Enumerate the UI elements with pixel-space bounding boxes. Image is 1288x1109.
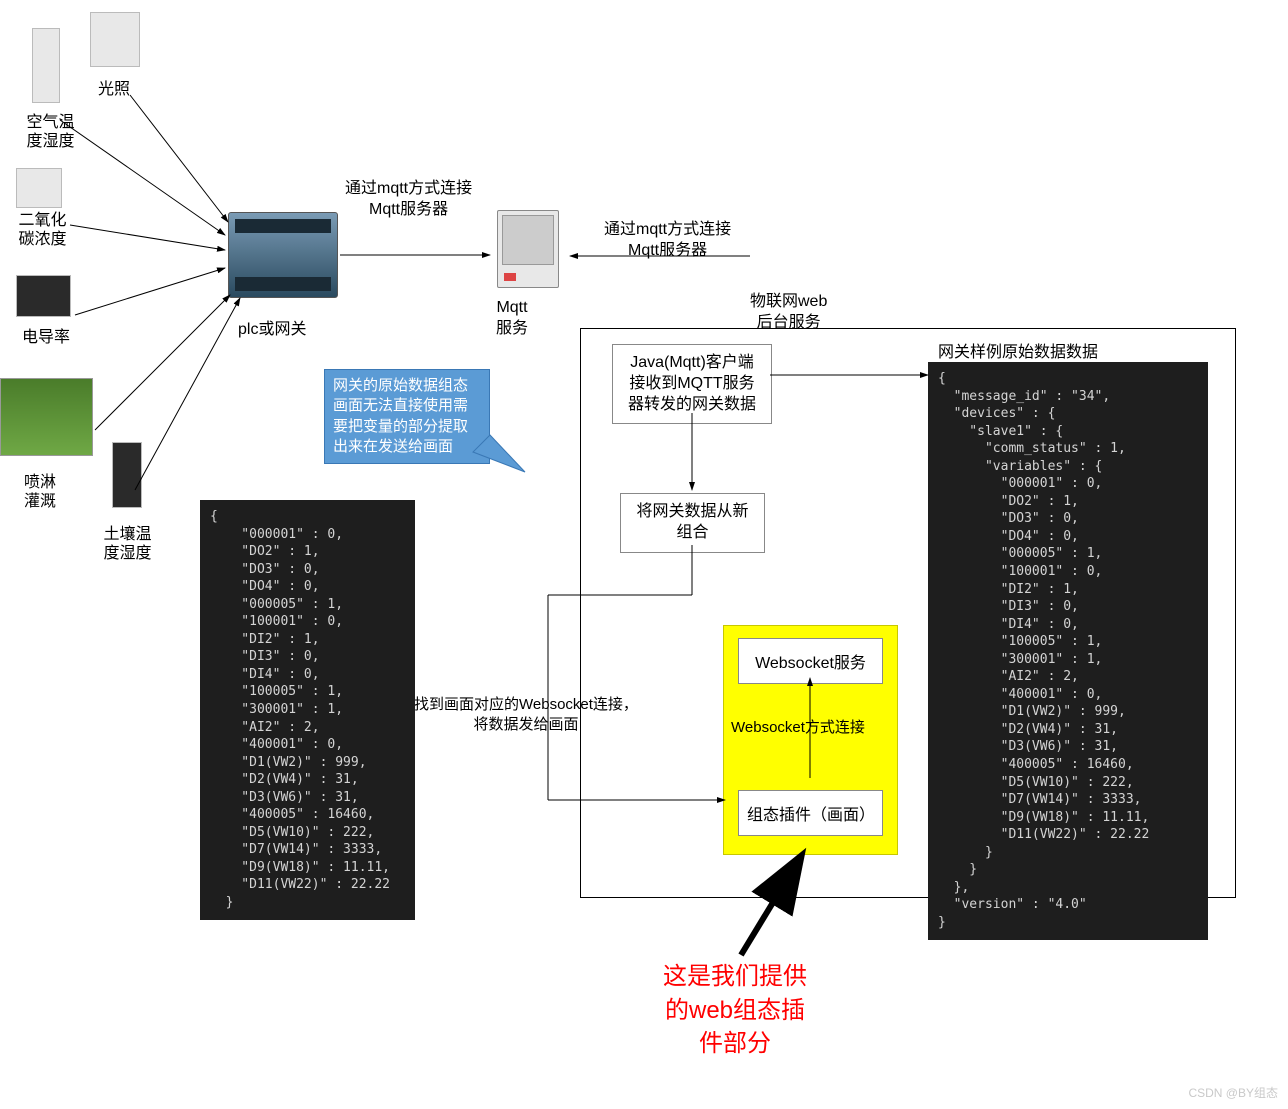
sensor-sprinkler-img	[0, 378, 93, 456]
flow-plugin: 组态插件（画面）	[738, 790, 883, 836]
sensor-co2-label: 二氧化 碳浓度	[10, 211, 75, 249]
label-web-mqtt: 通过mqtt方式连接 Mqtt服务器	[604, 220, 731, 262]
sensor-air-img	[32, 28, 60, 103]
plc-label: plc或网关	[238, 320, 306, 341]
flow-java-client: Java(Mqtt)客户端 接收到MQTT服务 器转发的网关数据	[612, 344, 772, 424]
code-left: { "000001" : 0, "DO2" : 1, "DO3" : 0, "D…	[200, 500, 415, 920]
raw-title: 网关样例原始数据数据	[938, 338, 1098, 362]
mqtt-img	[497, 210, 559, 288]
sensor-conductivity-label: 电导率	[22, 328, 70, 347]
red-annotation: 这是我们提供 的web组态插 件部分	[625, 960, 845, 1061]
flow-websocket-svc: Websocket服务	[738, 638, 883, 684]
sensor-co2-img	[16, 168, 62, 208]
callout-pointer	[470, 432, 530, 492]
sensor-soil-img	[112, 442, 142, 508]
sensor-conductivity-img	[16, 275, 71, 317]
label-plc-mqtt: 通过mqtt方式连接 Mqtt服务器	[345, 179, 472, 221]
sensor-soil-label: 土壤温 度湿度	[95, 525, 160, 563]
label-ws-connect: Websocket方式连接	[731, 716, 865, 737]
label-find-ws: 找到画面对应的Websocket连接， 将数据发给画面	[414, 695, 638, 734]
sensor-air-label: 空气温 度湿度	[18, 113, 83, 151]
watermark: CSDN @BY组态	[1188, 1084, 1278, 1101]
mqtt-label: Mqtt 服务	[496, 298, 528, 340]
callout: 网关的原始数据组态 画面无法直接使用需 要把变量的部分提取 出来在发送给画面	[324, 369, 490, 464]
flow-recombine: 将网关数据从新 组合	[620, 493, 765, 553]
sensor-light-label: 光照	[98, 80, 130, 99]
plc-img	[228, 212, 338, 298]
code-right: { "message_id" : "34", "devices" : { "sl…	[928, 362, 1208, 940]
sensor-light-img	[90, 12, 140, 67]
sensor-sprinkler-label: 喷淋 灌溉	[24, 473, 56, 511]
